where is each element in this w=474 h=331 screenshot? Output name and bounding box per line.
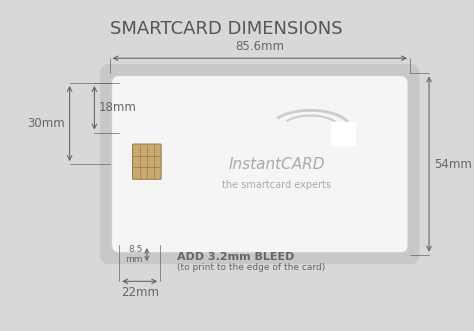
Text: InstantCARD: InstantCARD (228, 157, 325, 171)
Text: 54mm: 54mm (434, 158, 472, 170)
Text: 18mm: 18mm (98, 101, 136, 114)
FancyBboxPatch shape (111, 75, 408, 253)
Text: (to print to the edge of the card): (to print to the edge of the card) (177, 263, 326, 272)
FancyBboxPatch shape (133, 144, 161, 179)
Text: 22mm: 22mm (121, 286, 159, 299)
FancyBboxPatch shape (331, 122, 356, 147)
Text: 85.6mm: 85.6mm (235, 40, 284, 54)
Text: ADD 3.2mm BLEED: ADD 3.2mm BLEED (177, 252, 295, 261)
Text: 8.5
mm: 8.5 mm (126, 245, 143, 264)
Text: the smartcard experts: the smartcard experts (222, 180, 331, 190)
Text: SMARTCARD DIMENSIONS: SMARTCARD DIMENSIONS (109, 20, 342, 38)
FancyBboxPatch shape (100, 64, 419, 264)
Text: 30mm: 30mm (27, 117, 65, 130)
